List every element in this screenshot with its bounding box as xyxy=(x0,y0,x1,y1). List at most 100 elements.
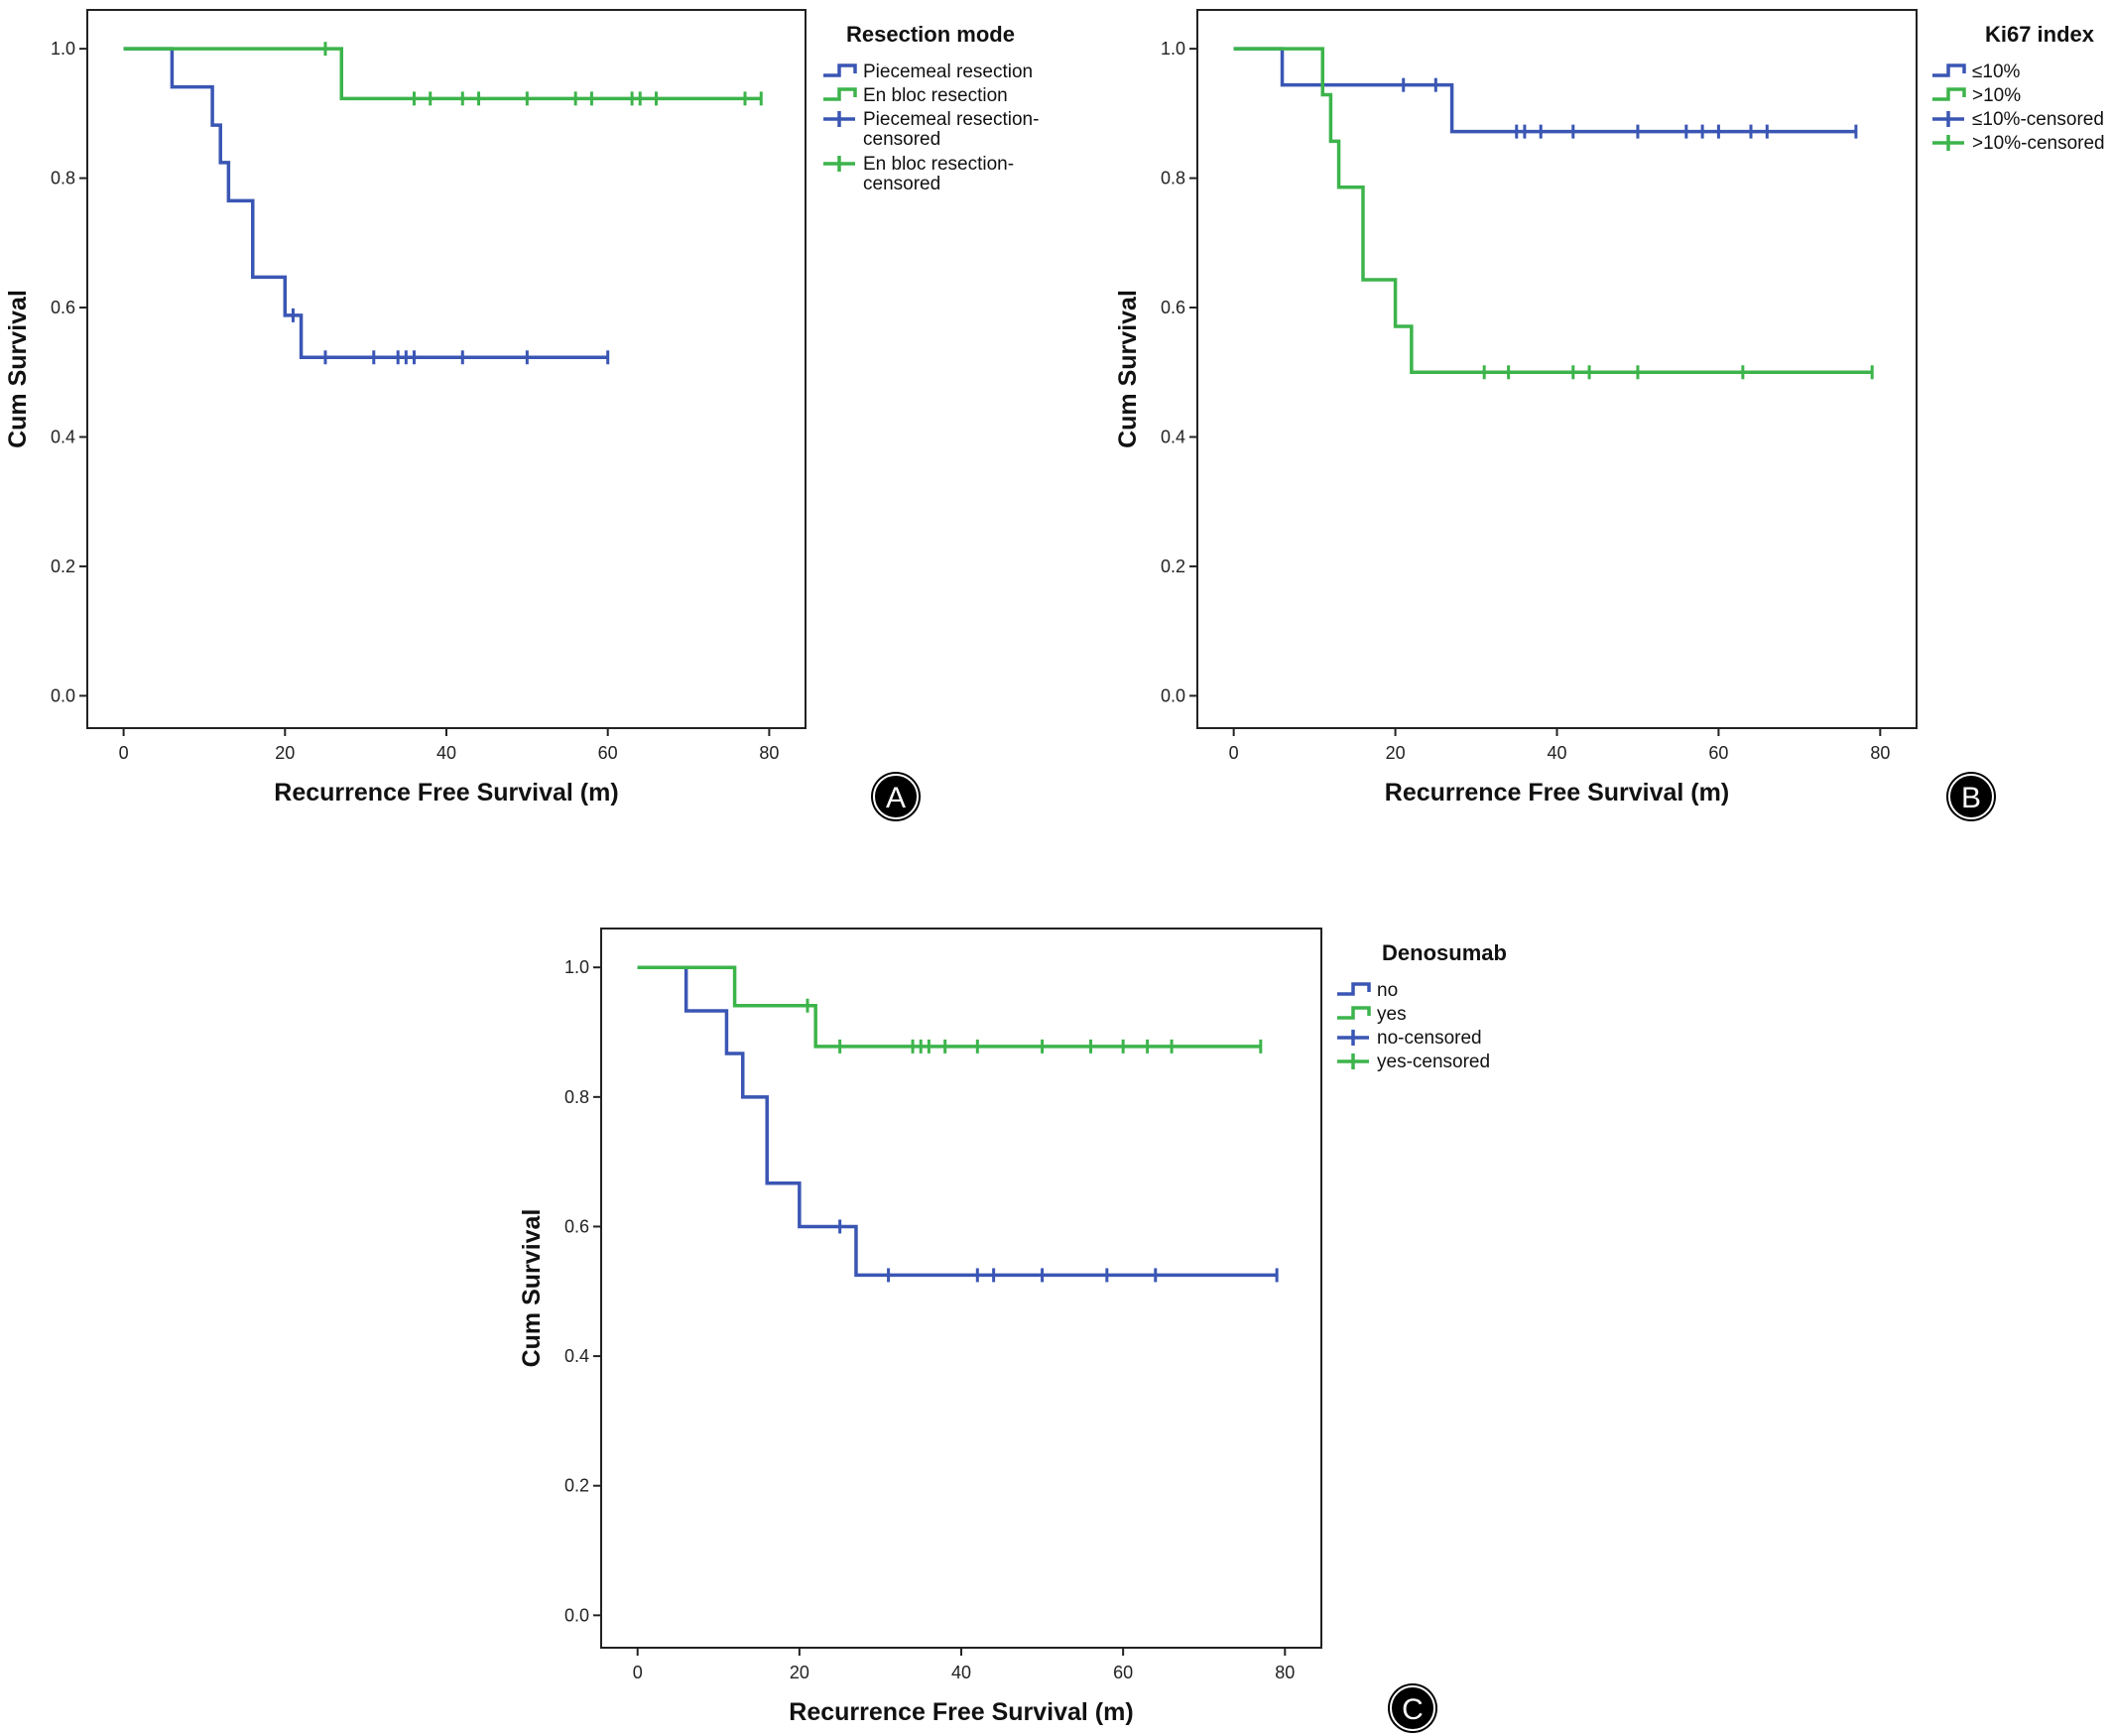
legend-entry-label: no-censored xyxy=(1377,1028,1482,1049)
legend-step-icon xyxy=(1337,1006,1371,1020)
legend-title: Denosumab xyxy=(1382,940,1507,965)
y-tick-label: 0.4 xyxy=(1161,427,1185,446)
panel-badge: B xyxy=(1946,772,1996,821)
legend-entry-line: >10% xyxy=(1972,85,2021,106)
legend-entry-line: En bloc resection xyxy=(863,85,1008,106)
plot-frame xyxy=(600,928,1322,1649)
legend-entry-line: yes xyxy=(1377,1004,1407,1025)
panel-badge-label: A xyxy=(886,782,906,814)
survival-step-line xyxy=(123,47,608,360)
x-tick-label: 20 xyxy=(1386,743,1406,763)
chart-panel-c: 0.0 0.2 0.4 0.6 0.8 1.0 0 20 40 60 80 Recurrence Fr… xyxy=(518,928,1507,1733)
legend-entry-line: no xyxy=(1377,980,1398,1001)
x-tick-label: 20 xyxy=(790,1663,809,1682)
y-tick-label: 0.2 xyxy=(51,557,75,576)
legend-entry-line: ≤10%-censored xyxy=(1972,109,2104,130)
y-tick-label: 0.4 xyxy=(564,1346,589,1366)
chart-panel-b: 0.0 0.2 0.4 0.6 0.8 1.0 0 20 40 60 80 Recurrence Fr… xyxy=(1114,9,2105,821)
series-no xyxy=(637,965,1279,1283)
y-tick-label: 0.6 xyxy=(564,1216,589,1236)
legend-entry-line: Piecemeal resection- xyxy=(863,109,1039,130)
legend-entry-line: En bloc resection- xyxy=(863,154,1014,175)
y-tick-label: 0.8 xyxy=(51,169,75,188)
x-tick-label: 60 xyxy=(1113,1663,1133,1682)
panel-badge: C xyxy=(1388,1683,1437,1733)
legend-entry-line: Piecemeal resection xyxy=(863,62,1033,82)
survival-step-line xyxy=(637,965,1261,1049)
panel-badge-circle xyxy=(871,772,921,821)
y-tick-label: 0.8 xyxy=(1161,169,1185,188)
legend-entry-line: yes-censored xyxy=(1377,1052,1490,1072)
plot-frame xyxy=(1196,9,1918,729)
x-tick-label: 0 xyxy=(1229,743,1239,763)
x-tick-label: 40 xyxy=(951,1663,971,1682)
legend-entry-line: no-censored xyxy=(1377,1028,1482,1049)
y-tick-label: 0.0 xyxy=(564,1605,589,1625)
series-En bloc resection xyxy=(123,42,763,106)
y-axis-title: Cum Survival xyxy=(4,290,32,448)
legend-entry-label: En bloc resection-censored xyxy=(863,154,1014,194)
legend: Resection mode Piecemeal resection En bloc… xyxy=(823,22,1039,194)
y-tick-label: 0.4 xyxy=(51,427,75,446)
y-tick-label: 1.0 xyxy=(1161,39,1185,59)
panel-badge-circle xyxy=(1946,772,1996,821)
legend-step-icon xyxy=(823,87,857,101)
y-tick-label: 0.8 xyxy=(564,1087,589,1107)
legend-entry-label: no xyxy=(1377,980,1398,1001)
x-tick-label: 0 xyxy=(119,743,129,763)
legend-title: Ki67 index xyxy=(1985,22,2095,47)
x-tick-label: 60 xyxy=(1708,743,1728,763)
survival-step-line xyxy=(123,47,762,101)
legend-step-icon xyxy=(1337,982,1371,996)
legend-entry-label: Piecemeal resection xyxy=(863,62,1033,82)
legend-entry-line: censored xyxy=(863,129,940,150)
legend-title: Resection mode xyxy=(846,22,1015,47)
legend: Denosumab no yes no-censored yes-censored xyxy=(1337,940,1507,1072)
series->10% xyxy=(1233,47,1874,380)
legend-entry-label: yes xyxy=(1377,1004,1407,1025)
x-tick-label: 40 xyxy=(1547,743,1566,763)
panel-badge-ring xyxy=(873,774,919,819)
plot-frame xyxy=(86,9,807,729)
panel-badge-ring xyxy=(1948,774,1994,819)
y-tick-label: 0.6 xyxy=(1161,298,1185,317)
x-axis-title: Recurrence Free Survival (m) xyxy=(274,779,618,806)
legend-step-icon xyxy=(1932,63,1966,77)
y-axis-title: Cum Survival xyxy=(518,1209,546,1368)
y-tick-label: 0.0 xyxy=(51,685,75,705)
panel-badge-label: B xyxy=(1961,782,1981,814)
legend-step-icon xyxy=(1932,87,1966,101)
legend: Ki67 index ≤10% >10% ≤10%-censored >10%-cens… xyxy=(1932,22,2105,154)
legend-entry-label: >10% xyxy=(1972,85,2021,106)
x-axis-title: Recurrence Free Survival (m) xyxy=(789,1698,1133,1726)
x-tick-label: 80 xyxy=(759,743,779,763)
panel-badge-label: C xyxy=(1402,1693,1424,1726)
legend-entry-label: >10%-censored xyxy=(1972,133,2105,154)
series-Piecemeal resection xyxy=(123,47,610,365)
x-tick-label: 60 xyxy=(598,743,618,763)
y-tick-label: 0.2 xyxy=(1161,557,1185,576)
x-tick-label: 0 xyxy=(633,1663,643,1682)
legend-entry-label: Piecemeal resection-censored xyxy=(863,109,1039,150)
y-tick-label: 1.0 xyxy=(564,957,589,977)
panel-badge: A xyxy=(871,772,921,821)
survival-step-line xyxy=(1233,47,1856,134)
y-axis-title: Cum Survival xyxy=(1114,290,1142,448)
x-tick-label: 80 xyxy=(1275,1663,1295,1682)
legend-entry-label: En bloc resection xyxy=(863,85,1008,106)
chart-panel-a: 0.0 0.2 0.4 0.6 0.8 1.0 0 20 40 60 80 Recurrence Fr… xyxy=(4,9,1039,821)
legend-entry-label: ≤10%-censored xyxy=(1972,109,2104,130)
y-tick-label: 0.6 xyxy=(51,298,75,317)
panel-badge-circle xyxy=(1388,1683,1437,1733)
series-yes xyxy=(637,965,1263,1054)
y-tick-label: 1.0 xyxy=(51,39,75,59)
x-axis-title: Recurrence Free Survival (m) xyxy=(1385,779,1729,806)
x-tick-label: 40 xyxy=(436,743,456,763)
panel-badge-ring xyxy=(1390,1685,1435,1731)
legend-entry-line: ≤10% xyxy=(1972,62,2021,82)
legend-entry-label: ≤10% xyxy=(1972,62,2021,82)
x-tick-label: 20 xyxy=(275,743,295,763)
legend-entry-line: >10%-censored xyxy=(1972,133,2105,154)
x-tick-label: 80 xyxy=(1870,743,1890,763)
